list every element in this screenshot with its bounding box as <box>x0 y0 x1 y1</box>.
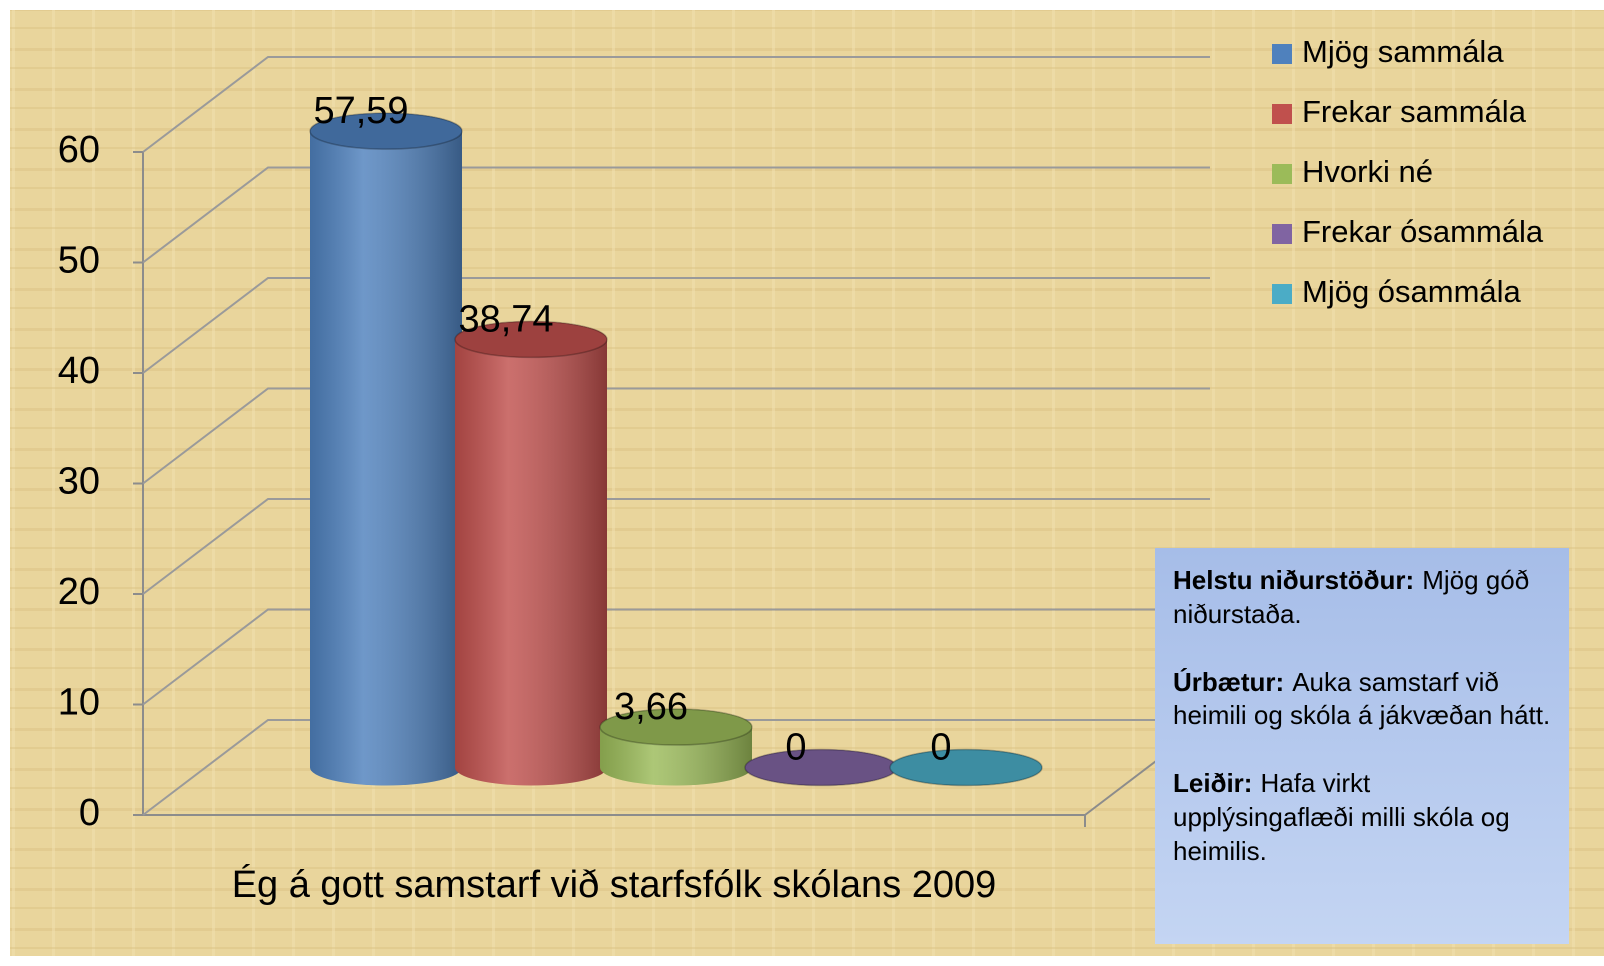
grid-line <box>142 719 1210 816</box>
annotation-text: Mjög góð niðurstaða. <box>1173 565 1530 629</box>
bar-top-shade <box>600 709 752 746</box>
bar-shade <box>310 113 462 786</box>
annotation-label: Leiðir: <box>1173 768 1253 799</box>
bar-top-shade <box>745 749 897 786</box>
text-box: Helstu niðurstöður: Mjög góð niðurstaða. Ú… <box>1155 548 1569 944</box>
annotation: Helstu niðurstöður: Mjög góð niðurstaða. <box>1173 564 1551 632</box>
value-label: 38,74 <box>458 298 553 340</box>
y-tick-label: 0 <box>79 792 100 834</box>
grid-line <box>142 277 1210 374</box>
grid-line <box>142 498 1210 595</box>
legend-label: Frekar sammála <box>1302 94 1527 129</box>
y-tick-label: 40 <box>58 350 100 392</box>
annotation: Leiðir: Hafa virkt upplýsingaflæði milli … <box>1173 767 1551 868</box>
bar-top <box>454 320 608 359</box>
y-tick-label: 60 <box>58 129 100 171</box>
annotation-text: Hafa virkt upplýsingaflæði milli skóla o… <box>1173 768 1510 866</box>
bar-top <box>309 112 463 150</box>
x-axis-label: Ég á gott samstarf við starfsfólk skólan… <box>232 863 997 906</box>
y-tick-label: 30 <box>58 461 100 503</box>
value-label: 57,59 <box>313 90 408 132</box>
legend-swatch <box>1272 164 1292 184</box>
grid-line <box>142 387 1210 485</box>
value-label: 3,66 <box>614 686 688 728</box>
annotation-label: Úrbætur: <box>1173 666 1285 697</box>
bar-top-shade <box>455 321 607 358</box>
y-tick-label: 50 <box>58 240 100 282</box>
annotation-text: Auka samstarf við heimili og skóla á ják… <box>1173 666 1551 731</box>
annotation: Úrbætur: Auka samstarf við heimili og skó… <box>1173 666 1551 734</box>
bar-top-shade <box>890 749 1042 786</box>
bar-top <box>889 748 1043 787</box>
y-tick-label: 20 <box>58 571 100 613</box>
legend-swatch <box>1272 224 1292 244</box>
bar-shade <box>455 321 607 786</box>
value-label: 0 <box>785 727 806 769</box>
bar-top-shade <box>310 113 462 150</box>
legend-label: Hvorki né <box>1302 154 1433 189</box>
y-tick-label: 10 <box>58 682 100 724</box>
grid-line <box>142 166 1210 264</box>
bar-top <box>599 708 753 746</box>
legend-label: Frekar ósammála <box>1302 214 1544 249</box>
value-label: 0 <box>930 727 951 769</box>
legend-swatch <box>1272 284 1292 304</box>
legend-label: Mjög ósammála <box>1302 274 1522 309</box>
legend-label: Mjög sammála <box>1302 34 1504 69</box>
grid-line <box>142 56 1210 153</box>
grid-line <box>142 608 1210 706</box>
annotation-label: Helstu niðurstöður: <box>1173 565 1415 595</box>
legend-swatch <box>1272 44 1292 64</box>
legend-swatch <box>1272 104 1292 124</box>
